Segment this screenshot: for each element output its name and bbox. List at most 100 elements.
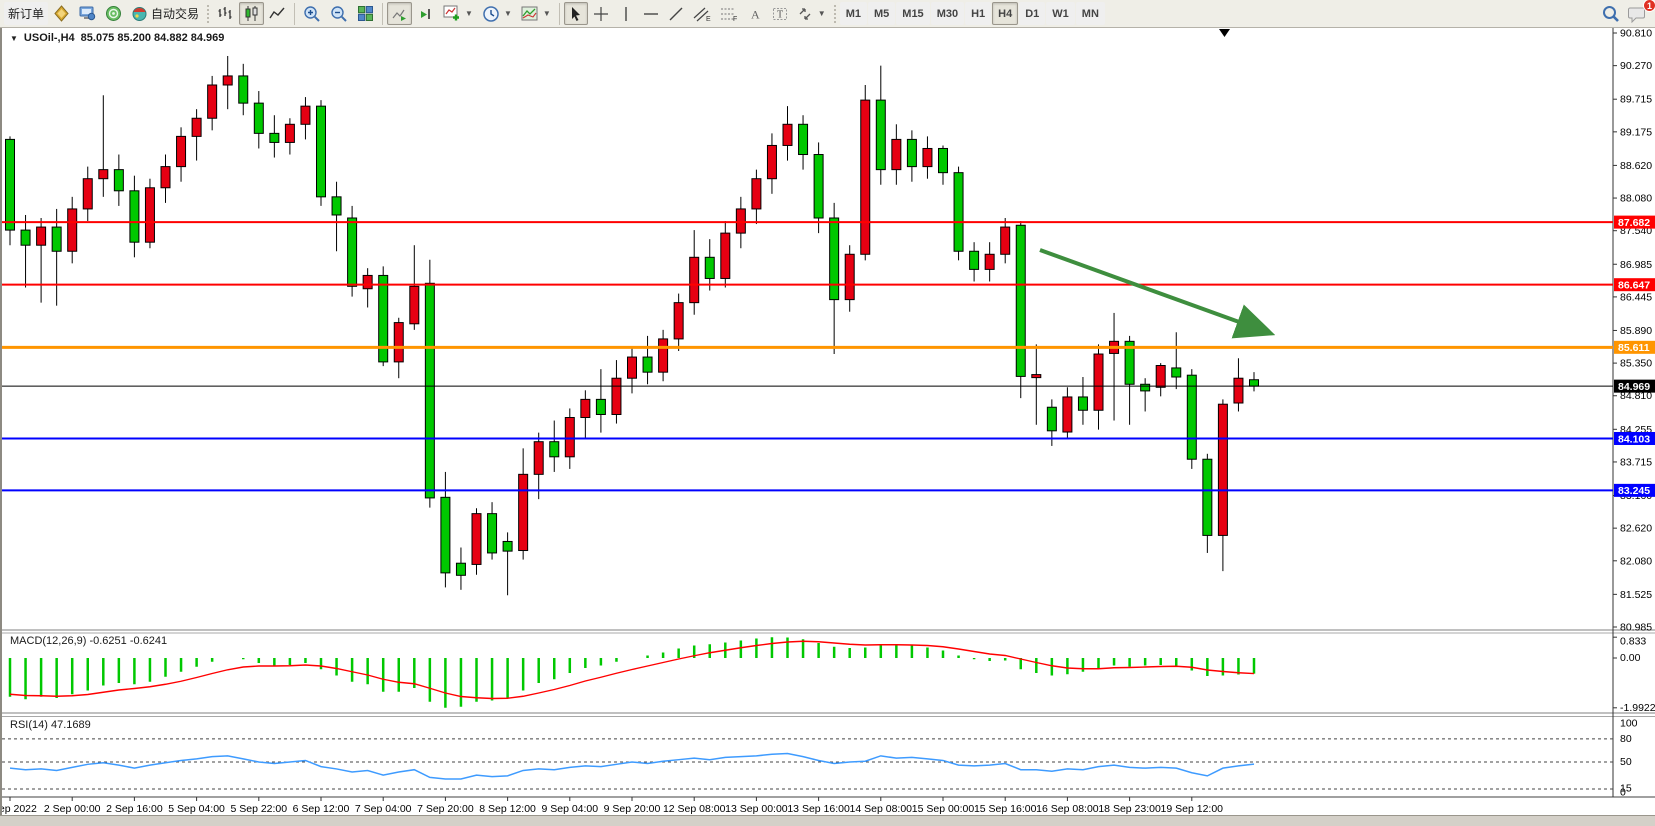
vertical-line-button[interactable] [614, 2, 638, 25]
candle [953, 172, 964, 252]
time-tick-label: 1 Sep 2022 [2, 803, 37, 815]
fibonacci-button[interactable]: F [716, 2, 742, 25]
timeframe-d1-button[interactable]: D1 [1019, 2, 1046, 25]
zoom-out-button[interactable] [326, 2, 352, 25]
toolbar-grip [206, 3, 211, 24]
price-tick-label: 84.810 [1620, 390, 1652, 402]
time-tick-label: 18 Sep 23:00 [1098, 803, 1161, 815]
auto-scroll-button[interactable] [387, 2, 413, 25]
timeframe-m30-button[interactable]: M30 [930, 2, 965, 25]
svg-text:A: A [751, 7, 760, 21]
tile-windows-button[interactable] [353, 2, 378, 25]
new-order-button[interactable]: 新订单 [4, 2, 49, 25]
candle [378, 274, 389, 363]
timeframe-m15-button[interactable]: M15 [896, 2, 930, 25]
candle [487, 513, 498, 554]
periods-button[interactable]: ▼ [478, 2, 516, 25]
candlestick-chart-button[interactable] [239, 2, 265, 25]
zoom-in-button[interactable] [299, 2, 325, 25]
time-tick-label: 5 Sep 04:00 [168, 803, 225, 815]
price-chart[interactable]: 90.81090.27089.71589.17588.62088.08087.5… [2, 28, 1655, 815]
candle [409, 285, 420, 325]
auto-trading-label: 自动交易 [151, 7, 200, 21]
time-tick-label: 7 Sep 04:00 [355, 803, 412, 815]
rsi-pane: 100 80 50 150 [2, 718, 1638, 799]
rsi-axis-label: 80 [1620, 733, 1632, 745]
navigator-icon [106, 6, 122, 21]
candle [689, 256, 700, 304]
horizontal-line-button[interactable] [639, 2, 663, 25]
timeframe-mn-button[interactable]: MN [1075, 2, 1105, 25]
candle [611, 377, 622, 415]
candle [766, 144, 777, 180]
add-indicator-button[interactable]: ▼ [439, 2, 477, 25]
timeframe-m1-button[interactable]: M1 [839, 2, 867, 25]
time-tick-label: 13 Sep 16:00 [787, 803, 850, 815]
candle [658, 338, 669, 373]
candle [906, 138, 917, 168]
price-tick-label: 86.985 [1620, 259, 1652, 271]
price-tick-label: 80.985 [1620, 622, 1652, 634]
horizontal-line-icon [643, 12, 658, 15]
chart-window: 90.810 90.270 89.715 89.175 88.620 88.080 87.5… [0, 28, 1655, 815]
time-tick-label: 9 Sep 20:00 [604, 803, 661, 815]
macd-axis-label: 0.00 [1620, 652, 1641, 664]
market-watch-button[interactable] [75, 2, 100, 25]
templates-button[interactable]: ▼ [517, 2, 555, 25]
rsi-axis-label: 15 [1620, 782, 1632, 794]
candle [751, 178, 762, 210]
cursor-button[interactable] [563, 2, 588, 25]
candle [502, 540, 513, 552]
candle [1124, 340, 1135, 385]
candle [860, 99, 871, 255]
time-tick-label: 2 Sep 16:00 [106, 803, 163, 815]
chart-shift-icon [421, 9, 430, 19]
chart-symbol-period: USOil-,H4 [23, 32, 75, 44]
trend-arrow [1039, 248, 1276, 339]
svg-text:84.103: 84.103 [1618, 433, 1650, 445]
candle [1062, 396, 1073, 433]
text-label-button[interactable]: T [768, 2, 792, 25]
timeframe-m5-button[interactable]: M5 [868, 2, 896, 25]
bar-chart-button[interactable] [213, 2, 238, 25]
templates-icon [521, 6, 538, 20]
svg-text:T: T [777, 9, 783, 20]
candle [222, 75, 233, 86]
navigator-button[interactable] [101, 2, 126, 25]
candle [798, 123, 809, 156]
crosshair-button[interactable] [589, 2, 613, 25]
candle [1202, 458, 1213, 536]
candle [533, 441, 544, 475]
price-tick-label: 89.715 [1620, 94, 1652, 106]
timeframe-h4-button[interactable]: H4 [992, 2, 1019, 25]
fibonacci-icon: F [720, 8, 737, 22]
timeframe-w1-button[interactable]: W1 [1046, 2, 1075, 25]
price-line-badge [1614, 431, 1655, 445]
price-tick-label: 85.350 [1620, 358, 1652, 370]
notifications-button[interactable]: 1 [1624, 0, 1655, 25]
price-tick-label: 81.525 [1620, 589, 1652, 601]
auto-trading-button[interactable]: 自动交易 [127, 2, 203, 25]
candle [938, 147, 948, 174]
line-chart-button[interactable] [265, 2, 290, 25]
price-tick-label: 88.620 [1620, 160, 1652, 172]
tile-windows-icon [358, 6, 374, 21]
timeframe-h1-button[interactable]: H1 [965, 2, 992, 25]
text-button[interactable]: A [743, 2, 767, 25]
candle [720, 232, 731, 279]
arrows-button[interactable]: ▼ [793, 2, 830, 25]
channel-button[interactable]: E [689, 2, 715, 25]
candle [969, 250, 980, 270]
candle [362, 274, 373, 290]
rsi-axis-label: 0 [1620, 787, 1626, 799]
candle [82, 178, 93, 210]
cursor-icon [571, 6, 580, 21]
auto-scroll-icon [392, 9, 407, 21]
macd-indicator-label: MACD(12,26,9) -0.6251 -0.6241 [10, 635, 168, 647]
trendline-button[interactable] [664, 2, 688, 25]
price-line-badge [1614, 340, 1655, 354]
search-button[interactable] [1598, 2, 1624, 25]
profiles-button[interactable] [49, 2, 74, 25]
candle [316, 105, 326, 198]
chart-shift-button[interactable] [413, 2, 438, 25]
